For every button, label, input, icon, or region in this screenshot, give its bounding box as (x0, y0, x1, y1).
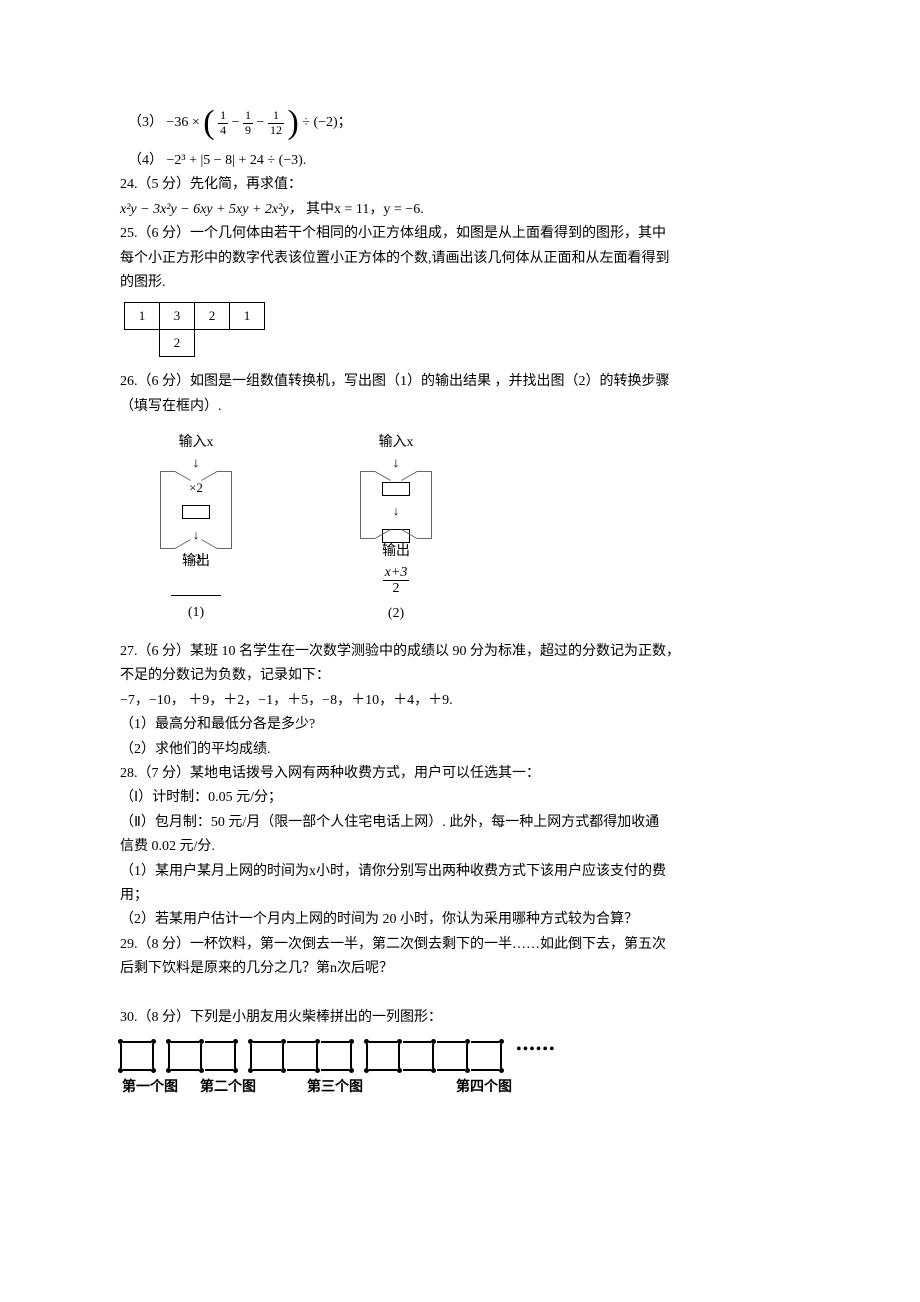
q27-line2: 不足的分数记为负数，记录如下： (120, 665, 800, 687)
q23-expr3-prefix: −36 × (167, 115, 200, 130)
minus: − (257, 115, 268, 130)
q23-expr3: （3） −36 × ( 1 4 − 1 9 − 1 12 ) ÷ (−2)； (128, 106, 800, 140)
q28-line1: 28.（7 分）某地电话拨号入网有两种收费方式，用户可以任选其一： (120, 763, 800, 785)
matchstick-shape-4 (366, 1041, 502, 1071)
q23-expr4-label: （4） (128, 153, 163, 168)
arrow-down-icon: ↓ (361, 501, 431, 522)
flow1-op1: ×2 (161, 478, 231, 499)
flow1-caption: (1) (136, 602, 256, 624)
cell-0-2: 2 (195, 303, 230, 330)
q30-figures: •••••• 第一个图第二个图第三个图第四个图 (120, 1037, 800, 1097)
cell-1-1: 2 (160, 330, 195, 357)
q30-head: 30.（8 分）下列是小朋友用火柴棒拼出的一列图形： (120, 1007, 800, 1029)
q24-head: 24.（5 分）先化简，再求值： (120, 174, 800, 196)
flow2-rect2 (361, 525, 431, 546)
cell-0-0: 1 (125, 303, 160, 330)
q28-opt2a: （Ⅱ）包月制：50 元/月（限一部个人住宅电话上网）. 此外，每一种上网方式都得… (120, 812, 800, 834)
paren-left: ( (203, 106, 214, 140)
q27-sub2: （2）求他们的平均成绩. (120, 739, 800, 761)
flow-1: 输入x ↓ ×2 ↓ -3 输出 (1) (136, 432, 256, 625)
cell-1-2 (195, 330, 230, 357)
cell-0-1: 3 (160, 303, 195, 330)
frac-den: 4 (218, 124, 228, 137)
flow2-input: 输入x (336, 432, 456, 454)
cell-0-3: 1 (230, 303, 265, 330)
frac-1-9: 1 9 (243, 109, 253, 136)
cell-1-0 (125, 330, 160, 357)
arrow-down-icon: ↓ (136, 457, 256, 471)
q28-opt1: （Ⅰ）计时制：0.05 元/分； (120, 787, 800, 809)
q28-sub2: （2）若某用户估计一个月内上网的时间为 20 小时，你认为采用哪种方式较为合算？ (120, 909, 800, 931)
figure-caption-2: 第二个图 (190, 1075, 266, 1097)
cell-1-3 (230, 330, 265, 357)
frac-num: 1 (218, 109, 228, 123)
flow2-frac-num: x+3 (383, 565, 410, 581)
figure-caption-1: 第一个图 (120, 1075, 180, 1097)
q28-sub1b: 用； (120, 885, 800, 907)
frac-1-12: 1 12 (268, 109, 284, 136)
q24-cond: 其中x = 11，y = −6. (306, 202, 424, 217)
figure-caption-3: 第三个图 (276, 1075, 394, 1097)
frac-1-4: 1 4 (218, 109, 228, 136)
q23-expr3-suffix: ÷ (−2)； (302, 115, 351, 130)
flow2-box: ↓ (360, 471, 432, 539)
q29-line1: 29.（8 分）一杯饮料，第一次倒去一半，第二次倒去剩下的一半……如此倒下去，第… (120, 934, 800, 956)
q25-line1: 25.（6 分）一个几何体由若干个相同的小正方体组成，如图是从上面看得到的图形，… (120, 223, 800, 245)
arrow-down-icon: ↓ (161, 525, 231, 546)
q27-data: −7，−10， ＋9，＋2，−1，＋5，−8，＋10，＋4，＋9. (120, 690, 800, 712)
q28-opt2b: 信费 0.02 元/分. (120, 836, 800, 858)
q28-sub1a: （1）某用户某月上网的时间为x小时，请你分别写出两种收费方式下该用户应该支付的费 (120, 861, 800, 883)
q23-expr4: （4） −2³ + |5 − 8| + 24 ÷ (−3). (128, 150, 800, 172)
matchstick-shape-1 (120, 1041, 154, 1071)
minus: − (232, 115, 243, 130)
flow1-blank (171, 579, 221, 596)
flow2-caption: (2) (336, 603, 456, 625)
q29-line2: 后剩下饮料是原来的几分之几？第n次后呢？ (120, 958, 800, 980)
q26-line1: 26.（6 分）如图是一组数值转换机，写出图（1）的输出结果 ，并找出图（2）的… (120, 371, 800, 393)
flow2-frac: x+3 2 (336, 565, 456, 597)
q24-expr-line: x²y − 3x²y − 6xy + 5xy + 2x²y， 其中x = 11，… (120, 199, 800, 221)
q27-sub1: （1）最高分和最低分各是多少? (120, 714, 800, 736)
flow1-box: ×2 ↓ -3 (160, 471, 232, 549)
q23-expr4-body: −2³ + |5 − 8| + 24 ÷ (−3). (167, 153, 307, 168)
flow1-rect (161, 501, 231, 522)
flow1-op2: -3 (161, 549, 231, 570)
q23-expr3-label: （3） (128, 115, 163, 130)
q26-line2: （填写在框内）. (120, 396, 800, 418)
matchstick-shape-3 (250, 1041, 352, 1071)
q25-line2: 每个小正方形中的数字代表该位置小正方体的个数,请画出该几何体从正面和从左面看得到 (120, 248, 800, 270)
paren-right: ) (287, 106, 298, 140)
q25-topview-table: 1 3 2 1 2 (124, 302, 265, 357)
flow-2: 输入x ↓ ↓ 输出 x+3 2 (2) (336, 432, 456, 625)
arrow-down-icon: ↓ (336, 457, 456, 471)
q27-line1: 27.（6 分）某班 10 名学生在一次数学测验中的成绩以 90 分为标准，超过… (120, 641, 800, 663)
ellipsis-icon: •••••• (516, 1037, 556, 1071)
flow2-frac-den: 2 (383, 581, 410, 596)
q24-expr: x²y − 3x²y − 6xy + 5xy + 2x²y， (120, 202, 303, 217)
q25-line3: 的图形. (120, 272, 800, 294)
q26-flow-diagrams: 输入x ↓ ×2 ↓ -3 输出 (1) 输入x ↓ (136, 432, 800, 625)
flow1-input: 输入x (136, 432, 256, 454)
figure-caption-4: 第四个图 (404, 1075, 564, 1097)
flow2-rect (361, 478, 431, 499)
matchstick-shape-2 (168, 1041, 236, 1071)
